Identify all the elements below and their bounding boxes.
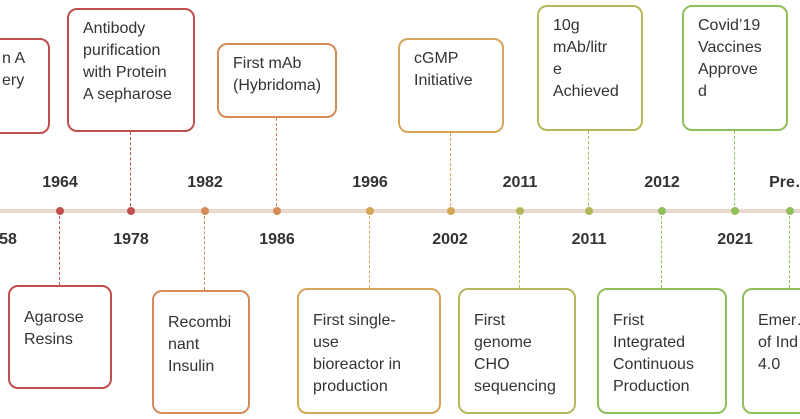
top-connector [588,131,589,211]
year-label-bottom: 2021 [717,231,753,248]
bottom-event-text: Frist Integrated Continuous Production [613,312,694,395]
top-event-box: Antibody purification with Protein A sep… [67,8,195,132]
top-event-text: cGMP Initiative [414,50,473,89]
top-event-text: 10g mAb/litr e Achieved [553,17,619,100]
bottom-event-text: Recombi nant Insulin [168,314,232,375]
top-event-text: First mAb (Hybridoma) [233,55,322,94]
timeline-dot [731,207,739,215]
bottom-event-box: Recombi nant Insulin [152,290,250,414]
timeline-dot [585,207,593,215]
timeline-dot [516,207,524,215]
timeline-dot [201,207,209,215]
bottom-event-text: First genome CHO sequencing [474,312,556,395]
top-connector [450,133,451,211]
year-label-bottom: 2011 [571,231,607,248]
timeline-dot [273,207,281,215]
top-connector [734,131,735,211]
bottom-event-box: Frist Integrated Continuous Production [597,288,727,414]
top-event-box: First mAb (Hybridoma) [217,43,337,118]
bottom-connector [369,211,370,288]
timeline-dot [56,207,64,215]
year-label-bottom: 1986 [259,231,295,248]
bottom-event-text: Agarose Resins [24,309,84,348]
timeline-axis [0,209,800,213]
bottom-connector [661,211,662,288]
top-connector [130,132,131,211]
bottom-connector [789,211,790,288]
timeline-dot [447,207,455,215]
top-connector [276,118,277,211]
timeline-dot [366,207,374,215]
bottom-event-box: First single- use bioreactor in producti… [297,288,441,414]
top-event-box: …n A …ery [0,38,50,134]
bottom-event-text: Emer… of Ind… 4.0 [758,312,800,373]
top-event-box: Covid’19 Vaccines Approve d [682,5,788,131]
bottom-event-box: First genome CHO sequencing [458,288,576,414]
year-label-bottom: 2002 [432,231,468,248]
timeline-dot [658,207,666,215]
bottom-connector [204,211,205,290]
timeline-dot [127,207,135,215]
year-label-bottom: …58 [0,231,17,248]
timeline-dot [786,207,794,215]
top-event-text: …n A …ery [0,50,26,89]
year-label-bottom: 1978 [113,231,149,248]
year-label-top: 1964 [42,174,78,191]
year-label-top: Pre… [769,174,800,191]
top-event-box: cGMP Initiative [398,38,504,133]
bottom-connector [59,211,60,285]
year-label-top: 2012 [644,174,680,191]
bottom-event-box: Emer… of Ind… 4.0 [742,288,800,414]
year-label-top: 1996 [352,174,388,191]
top-event-text: Antibody purification with Protein A sep… [83,20,172,103]
bottom-connector [519,211,520,288]
top-event-text: Covid’19 Vaccines Approve d [698,17,762,100]
bottom-event-box: Agarose Resins [8,285,112,389]
top-event-box: 10g mAb/litr e Achieved [537,5,643,131]
year-label-top: 1982 [187,174,223,191]
bottom-event-text: First single- use bioreactor in producti… [313,312,402,395]
year-label-top: 2011 [502,174,538,191]
